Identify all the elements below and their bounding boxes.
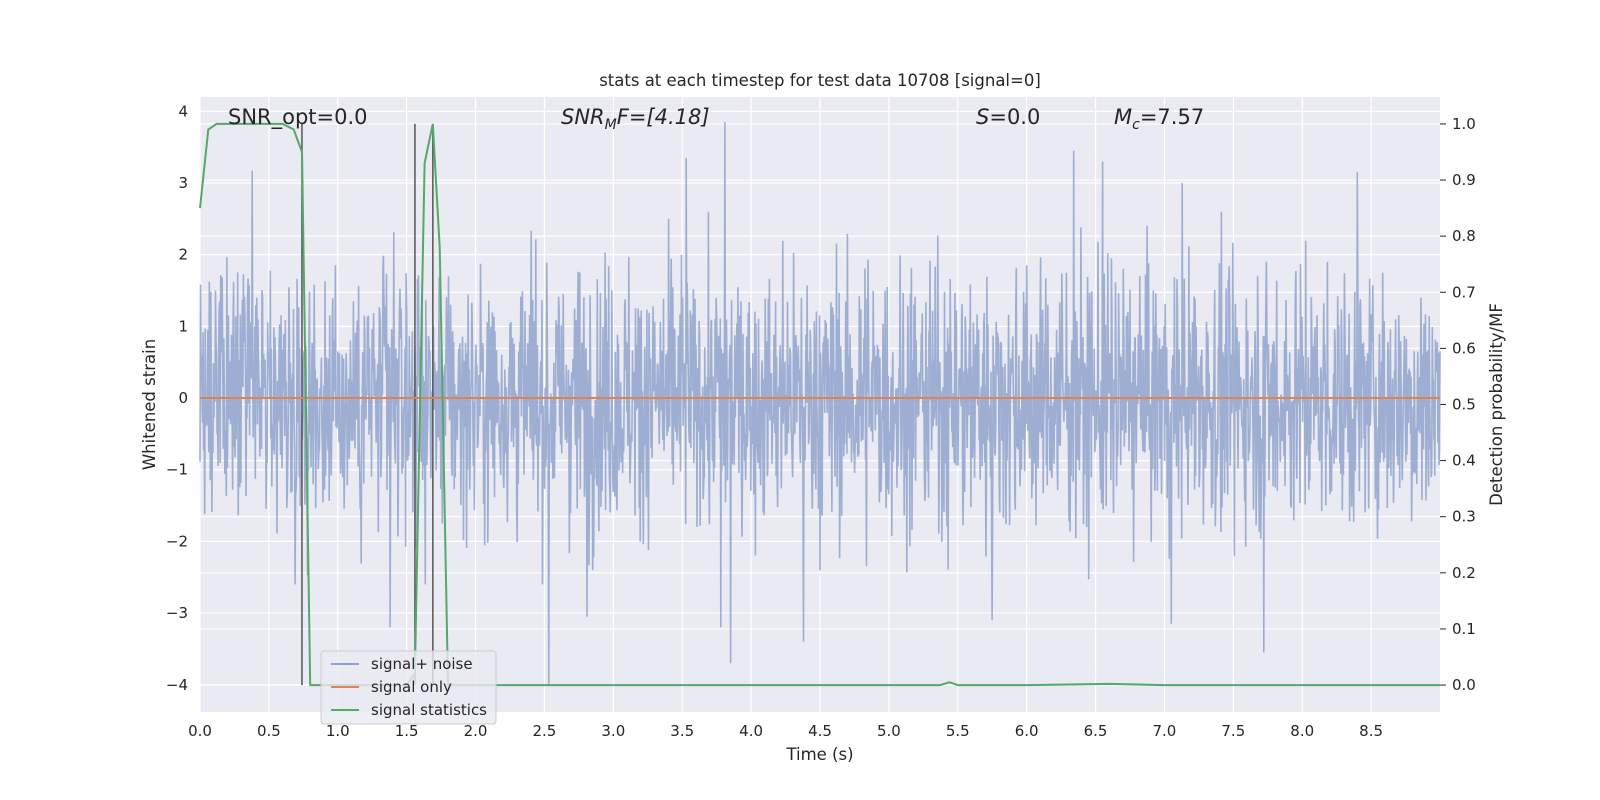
x-tick-label: 7.0 — [1153, 722, 1177, 740]
annotation-s-main: S — [976, 105, 989, 129]
y2-tick-label: 0.2 — [1452, 564, 1476, 582]
x-tick-label: 4.5 — [808, 722, 832, 740]
y2-tick-label: 0.6 — [1452, 339, 1476, 357]
annotation-snr-opt: SNR_opt=0.0 — [228, 105, 368, 130]
y-tick-label: 2 — [178, 246, 188, 264]
x-tick-label: 7.5 — [1221, 722, 1245, 740]
x-tick-labels: 0.0 0.5 1.0 1.5 2.0 2.5 3.0 3.5 4.0 4.5 5.0 5.5 6.0 6… — [188, 722, 1383, 740]
x-tick-label: 5.5 — [946, 722, 970, 740]
x-tick-label: 3.0 — [601, 722, 625, 740]
signal-plus-noise-line — [199, 122, 1441, 685]
x-axis-label: Time (s) — [785, 745, 853, 764]
signal-statistics-line — [199, 122, 1440, 687]
x-tick-label: 8.5 — [1359, 722, 1383, 740]
x-tick-label: 2.5 — [533, 722, 557, 740]
annotation-snr-mf: SNRMF=[4.18] — [561, 105, 710, 133]
y-tick-label: −2 — [166, 532, 188, 550]
y-tick-label: 3 — [178, 174, 188, 192]
x-tick-label: 8.0 — [1290, 722, 1314, 740]
y-tick-label: −3 — [166, 604, 188, 622]
y2-tick-label: 0.8 — [1452, 227, 1476, 245]
y2-tick-label: 0.0 — [1452, 676, 1476, 694]
annotation-s: S=0.0 — [976, 105, 1040, 129]
x-tick-label: 5.0 — [877, 722, 901, 740]
annotation-mc-sub: c — [1132, 117, 1140, 133]
legend-label-signal-only: signal only — [371, 678, 452, 696]
x-tick-label: 1.5 — [395, 722, 419, 740]
y-tick-labels: −4 −3 −2 −1 0 1 2 3 4 — [166, 102, 188, 693]
annotation-snr-mf-main: SNR — [561, 105, 605, 129]
y2-tick-label: 0.5 — [1452, 396, 1476, 414]
y-axis-label: Whitened strain — [140, 339, 159, 470]
y-tick-label: −1 — [166, 461, 188, 479]
y-tick-label: 0 — [178, 389, 188, 407]
x-tick-label: 0.0 — [188, 722, 212, 740]
y2-tick-label: 0.1 — [1452, 620, 1476, 638]
y-tick-label: 1 — [178, 317, 188, 335]
y2-axis-label: Detection probability/MF — [1487, 303, 1506, 506]
x-tick-label: 0.5 — [257, 722, 281, 740]
annotation-snr-mf-sub: M — [605, 117, 617, 133]
chart-title: stats at each timestep for test data 107… — [599, 71, 1041, 90]
series-signal-plus-noise — [199, 122, 1441, 685]
y2-tick-label: 0.4 — [1452, 452, 1476, 470]
annotation-mc-main: M — [1114, 105, 1132, 129]
x-tick-label: 4.0 — [739, 722, 763, 740]
x-tick-label: 6.5 — [1084, 722, 1108, 740]
legend: signal+ noise signal only signal statist… — [320, 650, 497, 725]
y2-tick-label: 0.9 — [1452, 171, 1476, 189]
y-tick-label: 4 — [178, 102, 188, 120]
annotation-mc: Mc=7.57 — [1114, 105, 1204, 133]
x-tick-label: 1.0 — [326, 722, 350, 740]
y2-tick-labels: 0.0 0.1 0.2 0.3 0.4 0.5 0.6 0.7 0.8 0.9 1.0 — [1452, 115, 1476, 694]
x-tick-label: 6.0 — [1015, 722, 1039, 740]
x-tick-label: 3.5 — [670, 722, 694, 740]
legend-label-signal-statistics: signal statistics — [371, 701, 487, 719]
y2-tick-label: 1.0 — [1452, 115, 1476, 133]
legend-label-signal-plus-noise: signal+ noise — [371, 655, 473, 673]
y-tick-label: −4 — [166, 676, 188, 694]
x-tick-label: 2.0 — [464, 722, 488, 740]
annotation-mc-rest: =7.57 — [1140, 105, 1204, 129]
detection-markers — [301, 123, 434, 686]
annotation-s-rest: =0.0 — [989, 105, 1040, 129]
series-signal-statistics — [199, 122, 1440, 687]
legend-box — [320, 650, 497, 725]
y2-tick-label: 0.3 — [1452, 508, 1476, 526]
annotation-snr-mf-rest: F=[4.18] — [617, 105, 710, 129]
y2-tick-label: 0.7 — [1452, 283, 1476, 301]
